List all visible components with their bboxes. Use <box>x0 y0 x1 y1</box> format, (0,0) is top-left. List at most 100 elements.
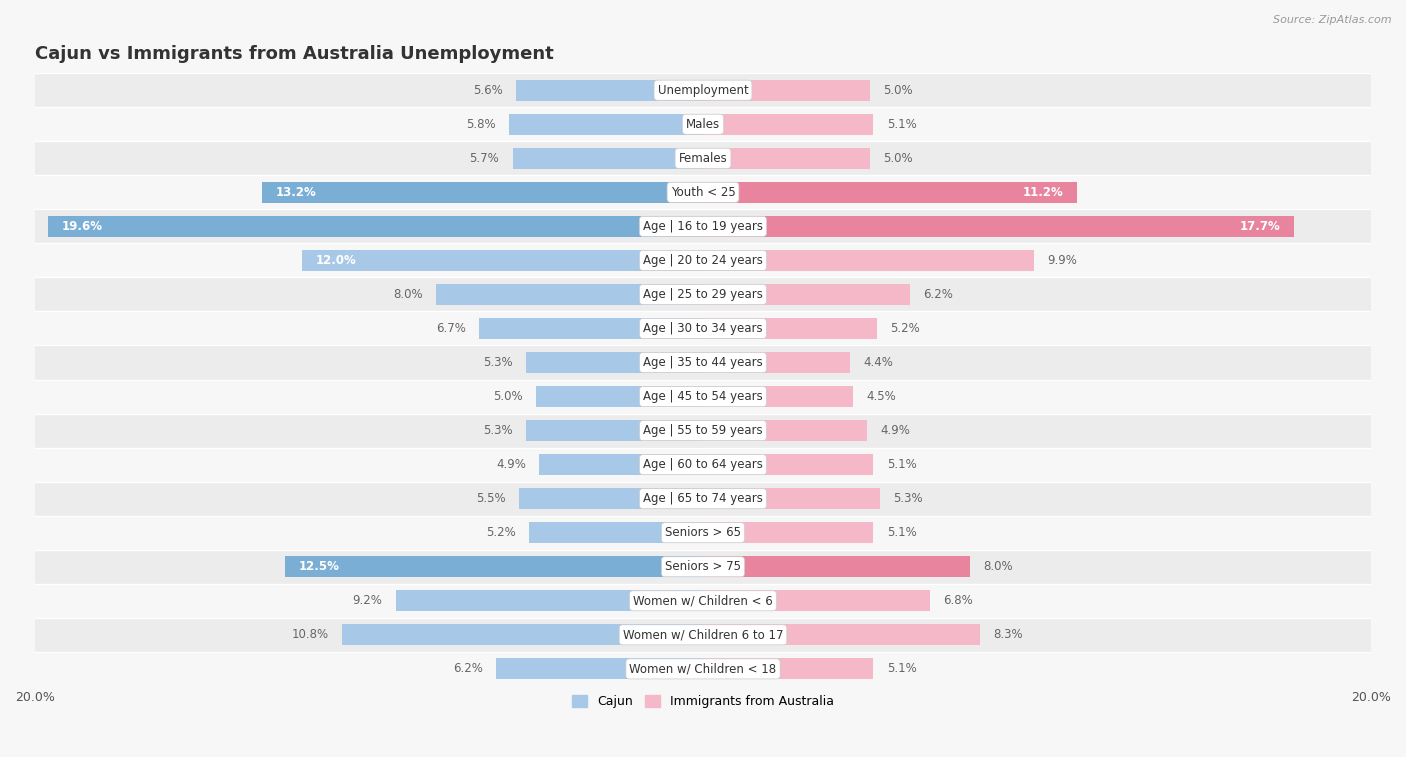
Bar <box>703 352 851 373</box>
Bar <box>703 625 980 646</box>
Bar <box>516 79 703 101</box>
Bar <box>35 550 1371 584</box>
Bar <box>302 250 703 271</box>
Bar <box>703 79 870 101</box>
Bar <box>35 311 1371 345</box>
Bar <box>35 652 1371 686</box>
Text: 17.7%: 17.7% <box>1240 220 1281 233</box>
Text: 11.2%: 11.2% <box>1024 185 1064 199</box>
Bar <box>35 142 1371 176</box>
Text: 19.6%: 19.6% <box>62 220 103 233</box>
Bar <box>35 176 1371 210</box>
Bar <box>703 556 970 578</box>
Text: Source: ZipAtlas.com: Source: ZipAtlas.com <box>1274 15 1392 25</box>
Text: 6.2%: 6.2% <box>453 662 482 675</box>
Text: 6.8%: 6.8% <box>943 594 973 607</box>
Bar <box>35 243 1371 277</box>
Bar <box>703 250 1033 271</box>
Bar <box>35 277 1371 311</box>
Bar <box>509 114 703 135</box>
Text: 5.3%: 5.3% <box>893 492 922 505</box>
Text: 5.3%: 5.3% <box>484 424 513 437</box>
Bar <box>35 447 1371 481</box>
Text: Males: Males <box>686 118 720 131</box>
Bar <box>513 148 703 169</box>
Bar <box>436 284 703 305</box>
Text: Age | 65 to 74 years: Age | 65 to 74 years <box>643 492 763 505</box>
Bar <box>395 590 703 612</box>
Bar <box>703 488 880 509</box>
Bar <box>35 379 1371 413</box>
Bar <box>35 345 1371 379</box>
Bar <box>496 659 703 680</box>
Text: 5.1%: 5.1% <box>887 118 917 131</box>
Text: Age | 20 to 24 years: Age | 20 to 24 years <box>643 254 763 267</box>
Text: 5.0%: 5.0% <box>883 84 912 97</box>
Bar <box>48 216 703 237</box>
Bar <box>342 625 703 646</box>
Bar <box>35 210 1371 243</box>
Text: 13.2%: 13.2% <box>276 185 316 199</box>
Text: Females: Females <box>679 151 727 165</box>
Bar <box>35 413 1371 447</box>
Text: 5.6%: 5.6% <box>472 84 502 97</box>
Text: Seniors > 65: Seniors > 65 <box>665 526 741 539</box>
Text: Cajun vs Immigrants from Australia Unemployment: Cajun vs Immigrants from Australia Unemp… <box>35 45 554 64</box>
Bar <box>35 584 1371 618</box>
Bar <box>35 516 1371 550</box>
Text: 4.5%: 4.5% <box>866 390 897 403</box>
Text: 4.9%: 4.9% <box>880 424 910 437</box>
Bar <box>703 216 1295 237</box>
Bar <box>703 386 853 407</box>
Bar <box>35 618 1371 652</box>
Text: 5.0%: 5.0% <box>494 390 523 403</box>
Bar <box>285 556 703 578</box>
Text: Age | 45 to 54 years: Age | 45 to 54 years <box>643 390 763 403</box>
Bar <box>35 107 1371 142</box>
Text: Women w/ Children 6 to 17: Women w/ Children 6 to 17 <box>623 628 783 641</box>
Text: 5.0%: 5.0% <box>883 151 912 165</box>
Bar <box>703 420 866 441</box>
Text: Women w/ Children < 6: Women w/ Children < 6 <box>633 594 773 607</box>
Text: 5.3%: 5.3% <box>484 356 513 369</box>
Text: 5.8%: 5.8% <box>467 118 496 131</box>
Bar <box>526 420 703 441</box>
Text: 5.5%: 5.5% <box>477 492 506 505</box>
Text: Seniors > 75: Seniors > 75 <box>665 560 741 573</box>
Bar <box>703 522 873 544</box>
Bar <box>703 114 873 135</box>
Text: 6.2%: 6.2% <box>924 288 953 301</box>
Bar <box>540 454 703 475</box>
Text: Age | 30 to 34 years: Age | 30 to 34 years <box>643 322 763 335</box>
Text: 9.2%: 9.2% <box>353 594 382 607</box>
Bar <box>703 590 931 612</box>
Text: 5.1%: 5.1% <box>887 662 917 675</box>
Bar <box>479 318 703 339</box>
Text: 12.5%: 12.5% <box>299 560 340 573</box>
Text: 8.3%: 8.3% <box>994 628 1024 641</box>
Text: 5.1%: 5.1% <box>887 458 917 471</box>
Text: 4.9%: 4.9% <box>496 458 526 471</box>
Text: 8.0%: 8.0% <box>392 288 422 301</box>
Text: Age | 55 to 59 years: Age | 55 to 59 years <box>643 424 763 437</box>
Text: 5.1%: 5.1% <box>887 526 917 539</box>
Bar <box>35 481 1371 516</box>
Bar <box>526 352 703 373</box>
Bar <box>703 284 910 305</box>
Text: 10.8%: 10.8% <box>292 628 329 641</box>
Bar <box>703 454 873 475</box>
Text: Unemployment: Unemployment <box>658 84 748 97</box>
Text: 4.4%: 4.4% <box>863 356 893 369</box>
Bar <box>703 182 1077 203</box>
Text: 12.0%: 12.0% <box>315 254 356 267</box>
Bar <box>519 488 703 509</box>
Text: 5.2%: 5.2% <box>486 526 516 539</box>
Text: Age | 16 to 19 years: Age | 16 to 19 years <box>643 220 763 233</box>
Text: Age | 35 to 44 years: Age | 35 to 44 years <box>643 356 763 369</box>
Text: Age | 60 to 64 years: Age | 60 to 64 years <box>643 458 763 471</box>
Bar <box>529 522 703 544</box>
Bar <box>703 659 873 680</box>
Bar <box>35 73 1371 107</box>
Text: 8.0%: 8.0% <box>984 560 1014 573</box>
Bar <box>536 386 703 407</box>
